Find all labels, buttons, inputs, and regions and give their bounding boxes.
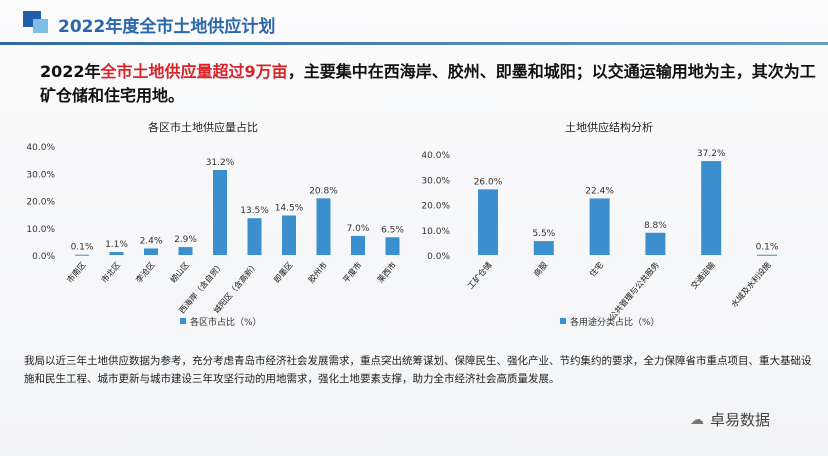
bar xyxy=(282,215,296,255)
data-label: 0.1% xyxy=(756,243,779,253)
y-tick-label: 0.0% xyxy=(32,252,55,262)
data-label: 37.2% xyxy=(697,149,726,159)
x-tick-label: 商服 xyxy=(531,260,549,279)
watermark: ☁ 卓易数据 xyxy=(690,409,770,430)
data-label: 5.5% xyxy=(532,229,555,239)
bar xyxy=(75,254,89,256)
data-label: 6.5% xyxy=(381,225,404,235)
y-tick-label: 20.0% xyxy=(26,198,55,208)
x-tick-label: 公共管理与公共服务 xyxy=(607,260,661,322)
y-tick-label: 10.0% xyxy=(26,225,55,235)
legend-swatch xyxy=(560,318,566,324)
data-label: 22.4% xyxy=(585,186,614,196)
legend-label: 各用途分类占比（%） xyxy=(570,316,660,328)
bar xyxy=(478,189,498,255)
slide-header: 2022年度全市土地供应计划 xyxy=(0,0,828,45)
watermark-text: 卓易数据 xyxy=(710,411,771,429)
x-tick-label: 胶州市 xyxy=(306,260,329,285)
bar xyxy=(178,247,193,255)
data-label: 31.2% xyxy=(206,158,235,168)
x-tick-label: 即墨区 xyxy=(272,261,294,285)
y-tick-label: 30.0% xyxy=(26,170,55,180)
lead-highlight: 全市土地供应量超过9万亩 xyxy=(100,62,288,81)
bar xyxy=(213,169,227,255)
y-tick-label: 0.0% xyxy=(427,252,450,262)
data-label: 14.5% xyxy=(275,203,304,213)
bar xyxy=(701,161,722,255)
y-tick-label: 20.0% xyxy=(421,202,450,212)
data-label: 1.1% xyxy=(105,240,128,250)
bar xyxy=(645,232,666,255)
data-label: 8.8% xyxy=(644,221,667,231)
bar xyxy=(533,241,554,255)
y-tick-label: 10.0% xyxy=(421,227,450,237)
x-tick-label: 交通运输 xyxy=(689,260,717,291)
divider xyxy=(0,42,828,45)
data-label: 2.4% xyxy=(140,236,163,246)
page-title: 2022年度全市土地供应计划 xyxy=(58,17,276,37)
bar xyxy=(109,252,124,255)
data-label: 2.9% xyxy=(174,235,197,245)
x-tick-label: 市北区 xyxy=(99,260,122,285)
y-tick-label: 40.0% xyxy=(421,151,450,161)
lead-text: 2022年全市土地供应量超过9万亩，主要集中在西海岸、胶州、即墨和城阳；以交通运… xyxy=(40,60,820,108)
y-tick-label: 30.0% xyxy=(421,176,450,186)
wechat-icon: ☁ xyxy=(690,411,704,428)
chart-title-left: 各区市土地供应量占比 xyxy=(148,121,258,134)
bar xyxy=(589,198,610,255)
x-tick-label: 平度市 xyxy=(340,260,363,285)
logo-square-icon xyxy=(33,19,48,33)
bar xyxy=(316,198,331,255)
chart-title-right: 土地供应结构分析 xyxy=(565,121,653,134)
bar xyxy=(351,235,365,255)
bar xyxy=(144,248,158,255)
lead-part1: 2022年 xyxy=(40,62,101,81)
x-tick-label: 水域及水利设施 xyxy=(729,260,773,309)
lead-part2: ，主要集中在西海岸、胶州、即墨和城阳；以交通运输用地为主，其次为工矿仓储和住宅用… xyxy=(40,62,816,105)
data-label: 13.5% xyxy=(240,206,269,216)
legend-swatch xyxy=(180,318,186,324)
x-tick-label: 住宅 xyxy=(587,260,605,279)
bar xyxy=(385,237,400,255)
x-tick-label: 李沧区 xyxy=(133,260,156,285)
legend-label: 各区市占比（%） xyxy=(190,316,262,328)
x-tick-label: 莱西市 xyxy=(375,260,398,285)
body-text: 我局以近三年土地供应数据为参考，充分考虑青岛市经济社会发展需求，重点突出统筹谋划… xyxy=(24,355,812,385)
x-tick-label: 崂山区 xyxy=(168,260,191,285)
x-tick-label: 市南区 xyxy=(64,260,87,285)
x-tick-label: 工矿仓储 xyxy=(465,260,493,291)
bar xyxy=(757,254,777,256)
data-label: 7.0% xyxy=(347,224,370,234)
bar xyxy=(247,218,262,255)
y-tick-label: 40.0% xyxy=(26,143,55,153)
data-label: 26.0% xyxy=(474,177,503,187)
data-label: 0.1% xyxy=(71,243,94,253)
data-label: 20.8% xyxy=(309,186,338,196)
